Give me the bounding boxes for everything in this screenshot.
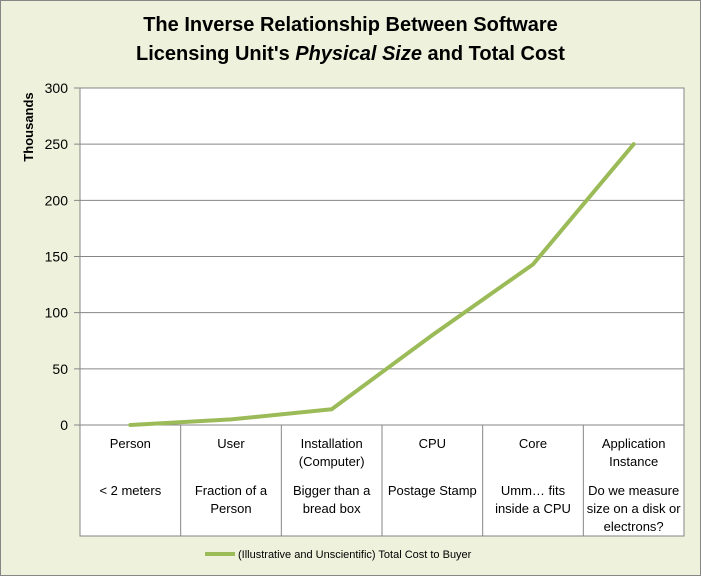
category-note: < 2 meters [99, 483, 161, 498]
category-table: Person < 2 meters User Fraction of a Person I… [79, 424, 685, 536]
category-label-line: CPU [419, 436, 446, 451]
category-note-line: Fraction of a [195, 483, 268, 498]
category-label-line: Application [602, 436, 666, 451]
category-label: Installation (Computer) [299, 436, 365, 469]
chart-title: The Inverse Relationship Between Softwar… [0, 11, 701, 69]
category-note-line: Umm… fits [501, 483, 566, 498]
category-label: User [217, 436, 245, 451]
category-note: Bigger than a bread box [293, 483, 371, 516]
category-note-line: < 2 meters [99, 483, 161, 498]
y-tick-label: 0 [60, 417, 68, 433]
category-label-line: Person [110, 436, 151, 451]
chart-title-italic: Physical Size [295, 43, 422, 65]
category-note-line: bread box [303, 501, 361, 516]
y-tick-label: 150 [45, 249, 69, 265]
legend-label: (Illustrative and Unscientific) Total Co… [238, 549, 472, 561]
series-line [128, 142, 636, 427]
y-tick-label: 250 [45, 136, 69, 152]
category-label-line: Core [519, 436, 547, 451]
chart-title-line1: The Inverse Relationship Between Softwar… [143, 14, 558, 36]
category-note: Fraction of a Person [195, 483, 268, 516]
y-tick-label: 50 [52, 361, 68, 377]
category-note-line: size on a disk or [587, 501, 682, 516]
category-note-line: Bigger than a [293, 483, 371, 498]
legend: (Illustrative and Unscientific) Total Co… [205, 549, 472, 561]
chart-title-line2: Licensing Unit's Physical Size and Total… [0, 40, 701, 69]
category-label: CPU [419, 436, 446, 451]
y-tick-label: 200 [45, 192, 69, 208]
category-note: Postage Stamp [388, 483, 477, 498]
y-axis-label: Thousands [21, 92, 36, 161]
category-note-line: electrons? [604, 519, 664, 534]
series-group [128, 142, 636, 427]
category-label: Person [110, 436, 151, 451]
chart-title-suffix: and Total Cost [422, 43, 565, 65]
chart-title-prefix: Licensing Unit's [136, 43, 296, 65]
category-note-line: Person [210, 501, 251, 516]
y-tick-label: 100 [45, 305, 69, 321]
category-label: Application Instance [602, 436, 666, 469]
category-label-line: Installation [301, 436, 363, 451]
category-note-line: Do we measure [588, 483, 679, 498]
category-label: Core [519, 436, 547, 451]
y-axis-ticks: 0 50 100 150 200 250 300 [45, 80, 69, 433]
y-tick-label: 300 [45, 80, 69, 96]
category-note-line: Postage Stamp [388, 483, 477, 498]
category-note: Umm… fits inside a CPU [495, 483, 571, 516]
category-label-line: (Computer) [299, 454, 365, 469]
category-note-line: inside a CPU [495, 501, 571, 516]
category-label-line: User [217, 436, 245, 451]
category-label-line: Instance [609, 454, 658, 469]
category-note: Do we measure size on a disk or electrons? [587, 483, 682, 534]
